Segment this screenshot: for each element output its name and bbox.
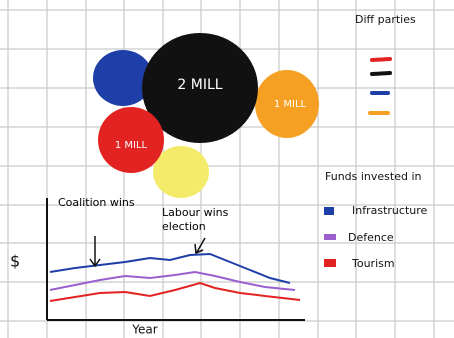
bubble-yellow xyxy=(153,146,209,198)
legend-title: Diff parties xyxy=(355,13,416,26)
legend-label: Defence xyxy=(348,231,394,244)
annotation-text: Labour wins election xyxy=(162,206,229,233)
bubble-red xyxy=(98,107,164,173)
line-defence xyxy=(49,270,296,291)
legend-swatch xyxy=(324,259,336,267)
annotation-text: Coalition wins xyxy=(58,196,135,209)
legend-swatch xyxy=(324,234,336,240)
x-axis-label: Year xyxy=(131,323,157,337)
line-tourism xyxy=(49,281,301,302)
bubble-blue xyxy=(93,50,153,106)
legend-label: Tourism xyxy=(351,257,395,270)
annotation-arrows xyxy=(89,236,206,268)
bubble-black xyxy=(142,33,258,143)
party-legend xyxy=(368,57,392,115)
legend-title: Funds invested in xyxy=(325,170,422,183)
bubble-label: 2 MILL xyxy=(177,77,222,93)
legend-swatch xyxy=(324,207,334,215)
legend-label: Infrastructure xyxy=(352,204,428,217)
annotation: Labour wins election xyxy=(162,206,229,233)
y-axis-label: $ xyxy=(10,252,20,271)
annotation: Coalition wins xyxy=(58,196,135,209)
bubble-orange xyxy=(255,70,319,138)
axes xyxy=(46,198,305,321)
bubble-label: 1 MILL xyxy=(115,140,148,151)
bubble-label: 1 MILL xyxy=(274,99,307,110)
